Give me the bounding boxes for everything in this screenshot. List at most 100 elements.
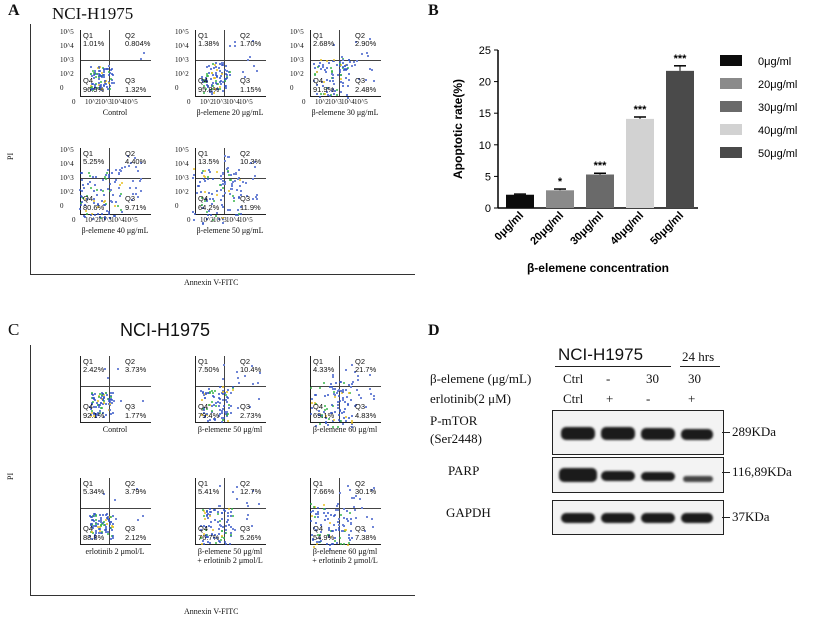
flow-dot <box>225 78 228 81</box>
flow-dot <box>219 178 222 181</box>
flow-dot <box>231 389 234 392</box>
flow-dot <box>336 503 339 506</box>
flow-dot <box>223 417 226 420</box>
flow-dot <box>103 82 106 84</box>
flow-dot <box>131 179 134 182</box>
wb-row1-value: 30 <box>688 371 701 386</box>
flow-dot <box>238 382 241 385</box>
flow-dot <box>200 543 203 546</box>
flow-dot <box>236 371 239 374</box>
flow-dot <box>225 74 228 77</box>
panel-a-flow-plot: Q1 2.68% Q2 2.90% Q4 91.9% Q3 2.48% <box>310 30 381 99</box>
flow-dot <box>359 397 362 400</box>
q2-value: 30.1% <box>355 487 377 496</box>
flow-dot <box>97 77 100 80</box>
flow-dot <box>97 532 100 535</box>
flow-dot <box>103 175 106 178</box>
flow-dot <box>213 509 216 512</box>
flow-dot <box>101 75 104 78</box>
flow-dot <box>133 157 136 159</box>
flow-dot <box>245 518 248 521</box>
flow-dot <box>327 535 330 538</box>
flow-dot <box>218 533 221 536</box>
flow-dot <box>346 509 348 512</box>
flow-dot <box>109 408 112 411</box>
wb-pmtor-site: (Ser2448) <box>430 431 482 446</box>
flow-dot <box>314 424 317 427</box>
flow-dot <box>202 85 205 88</box>
flow-dot <box>342 381 345 384</box>
flow-dot <box>108 70 111 73</box>
flow-dot <box>223 509 226 512</box>
y-tick-label: 10^2 <box>175 188 189 196</box>
flow-dot <box>313 506 316 508</box>
x-tick-label: 10^3 <box>213 98 227 106</box>
flow-dot <box>342 423 345 426</box>
wb-pmtor-kda: 289KDa <box>732 424 777 439</box>
flow-dot <box>103 68 106 71</box>
flow-dot <box>100 525 103 528</box>
flow-dot <box>329 67 332 70</box>
flow-dot <box>91 409 94 412</box>
q2-label: Q2 <box>355 357 366 366</box>
q4-value: 96.9% <box>83 85 105 94</box>
flow-dot <box>97 527 100 530</box>
flow-dot <box>330 72 333 75</box>
flow-dot <box>315 543 318 546</box>
flow-dot <box>224 398 227 401</box>
flow-dot <box>139 180 141 183</box>
flow-dot <box>203 514 206 517</box>
flow-dot <box>246 504 249 507</box>
flow-dot <box>315 522 318 525</box>
flow-dot <box>215 402 218 404</box>
flow-dot <box>320 92 323 95</box>
flow-dot <box>124 165 126 168</box>
panel-a-flow-plot: Q1 13.5% Q2 10.3% Q4 64.2% Q3 11.9% <box>192 148 266 226</box>
flow-dot <box>94 213 96 216</box>
flow-dot <box>338 400 341 403</box>
flow-dot <box>244 181 247 184</box>
flow-dot <box>339 77 342 80</box>
flow-dot <box>350 414 353 417</box>
x-tick-label: 0 <box>72 98 76 106</box>
q2-value: 21.7% <box>355 365 377 374</box>
flow-dot <box>141 400 144 403</box>
flow-dot <box>100 199 103 202</box>
y-tick-label: 20 <box>479 77 491 89</box>
flow-dot <box>234 173 237 176</box>
q1-label: Q1 <box>313 479 324 488</box>
flow-dot <box>319 58 322 61</box>
flow-dot <box>212 391 215 394</box>
q2-value: 2.90% <box>355 39 377 48</box>
flow-dot <box>111 74 114 77</box>
flow-dot <box>204 179 207 182</box>
y-tick-label: 10^5 <box>290 28 304 36</box>
q1-value: 1.38% <box>198 39 220 48</box>
flow-dot <box>216 193 218 196</box>
flow-dot <box>329 521 332 524</box>
flow-dot <box>352 380 355 383</box>
flow-dot <box>226 414 229 417</box>
q3-label: Q3 <box>125 76 136 85</box>
flow-dot <box>203 78 206 81</box>
flow-dot <box>208 71 211 74</box>
flow-dot <box>223 78 226 81</box>
flow-dot <box>356 389 358 392</box>
flow-dot <box>239 193 242 196</box>
flow-dot <box>211 528 214 531</box>
flow-dot <box>372 526 375 529</box>
flow-dot <box>106 188 109 191</box>
flow-dot <box>101 398 104 401</box>
flow-dot <box>103 76 105 79</box>
q3-label: Q3 <box>355 76 366 85</box>
flow-dot <box>202 177 205 180</box>
flow-dot <box>98 76 101 79</box>
flow-dot <box>230 533 233 536</box>
quadrant-line-h <box>81 178 151 180</box>
flow-dot <box>223 536 226 539</box>
flow-dot <box>110 528 113 531</box>
y-tick-label: 0 <box>175 84 179 92</box>
flow-dot <box>327 94 330 97</box>
flow-dot <box>98 66 101 69</box>
flow-dot <box>92 394 95 397</box>
